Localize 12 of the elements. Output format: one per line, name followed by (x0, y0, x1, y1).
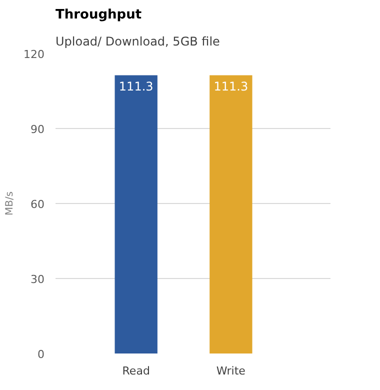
x-tick-label: Write (216, 364, 246, 378)
y-axis-title: MB/s (4, 191, 16, 216)
y-tick-label: 90 (30, 123, 45, 136)
chart-title: Throughput (56, 8, 142, 22)
y-tick-label: 0 (38, 348, 44, 361)
y-tick-label: 60 (30, 198, 45, 211)
y-tick-label: 120 (24, 48, 45, 61)
x-tick-label: Read (122, 364, 150, 378)
data-label: 111.3 (118, 79, 154, 94)
y-tick-label: 30 (30, 273, 45, 286)
chart-subtitle: Upload/ Download, 5GB file (56, 34, 220, 48)
data-label: 111.3 (214, 79, 248, 94)
